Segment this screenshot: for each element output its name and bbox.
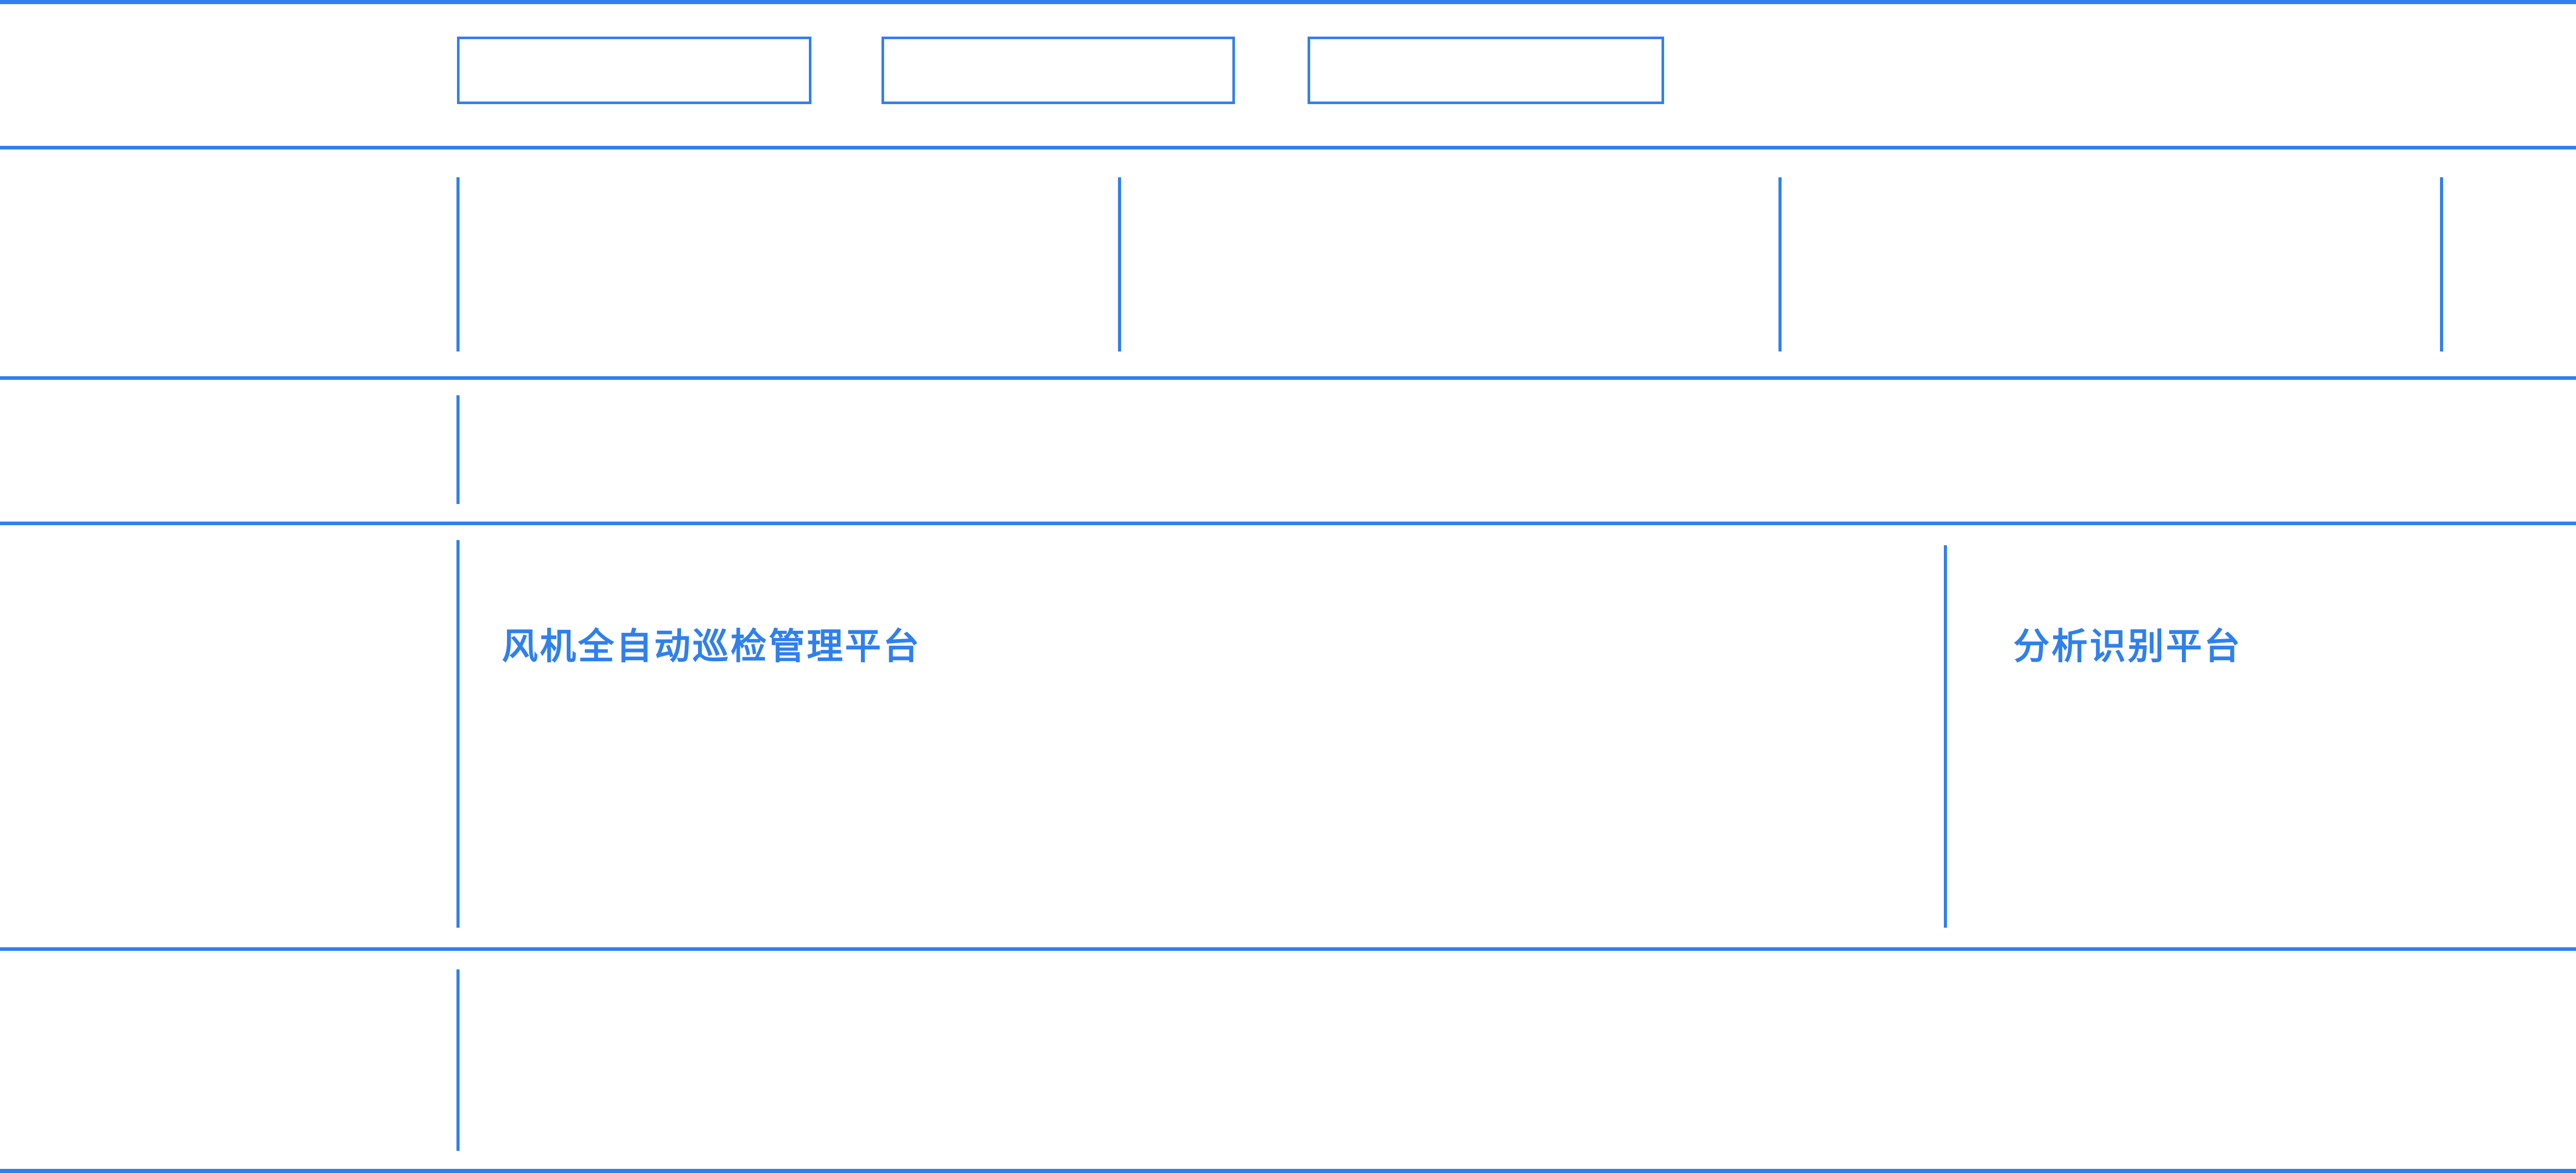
top-border-line xyxy=(0,0,2576,4)
header-nav-box-2[interactable] xyxy=(882,37,1235,104)
row2-column-separator-1 xyxy=(456,395,460,504)
header-bottom-divider xyxy=(0,146,2576,149)
section-divider-3 xyxy=(0,522,2576,525)
platforms-row-separator-1 xyxy=(456,540,460,928)
bottom-border-line xyxy=(0,1169,2576,1173)
header-nav-box-3[interactable] xyxy=(1308,37,1664,104)
inspection-platform-title: 风机全自动巡检管理平台 xyxy=(502,625,921,667)
row1-column-separator-4 xyxy=(2440,177,2443,351)
analysis-platform-title: 分析识别平台 xyxy=(2013,625,2242,667)
platforms-row-separator-2 xyxy=(1944,545,1947,928)
section-divider-4 xyxy=(0,947,2576,951)
row1-column-separator-3 xyxy=(1778,177,1782,351)
header-nav-box-1[interactable] xyxy=(457,37,811,104)
row1-column-separator-1 xyxy=(456,177,460,351)
row1-column-separator-2 xyxy=(1118,177,1121,351)
row4-column-separator-1 xyxy=(456,969,460,1151)
section-divider-2 xyxy=(0,376,2576,380)
